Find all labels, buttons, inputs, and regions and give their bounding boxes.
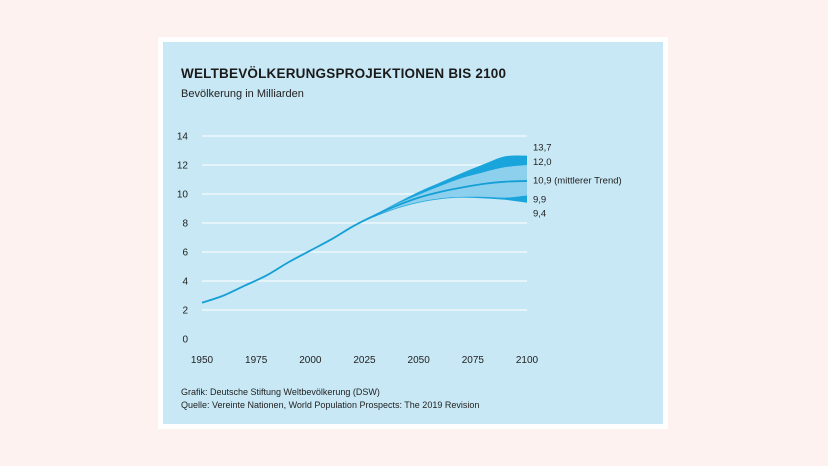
y-tick-label-12: 12 [177, 161, 189, 172]
chart-panel: WELTBEVÖLKERUNGSPROJEKTIONEN BIS 2100 Be… [163, 42, 663, 424]
x-tick-label-2000: 2000 [299, 355, 322, 366]
x-axis-ticks: 1950 1975 2000 2025 2050 2075 2100 [191, 355, 539, 366]
footer-grafik: Grafik: Deutsche Stiftung Weltbevölkerun… [181, 387, 380, 397]
end-label-lower80: 9,9 [533, 195, 546, 206]
y-tick-label-14: 14 [177, 132, 189, 143]
chart-frame: WELTBEVÖLKERUNGSPROJEKTIONEN BIS 2100 Be… [158, 37, 668, 429]
end-label-lower95: 9,4 [533, 208, 546, 219]
end-label-upper80: 12,0 [533, 157, 552, 168]
line-median-trend [201, 180, 528, 304]
end-labels: 13,7 12,0 10,9 (mittlerer Trend) 9,9 9,4 [533, 142, 622, 219]
x-tick-label-2025: 2025 [353, 355, 376, 366]
y-tick-label-6: 6 [182, 248, 188, 259]
y-tick-label-2: 2 [182, 306, 188, 317]
y-tick-label-8: 8 [182, 219, 188, 230]
x-tick-label-1950: 1950 [191, 355, 214, 366]
projection-bands [353, 155, 527, 226]
x-tick-label-2050: 2050 [408, 355, 431, 366]
band-80 [353, 165, 527, 226]
end-label-median: 10,9 (mittlerer Trend) [533, 176, 622, 187]
y-tick-label-4: 4 [182, 277, 188, 288]
y-tick-label-10: 10 [177, 190, 189, 201]
y-tick-label-0: 0 [182, 335, 188, 346]
x-tick-label-1975: 1975 [245, 355, 268, 366]
chart-footer: Grafik: Deutsche Stiftung Weltbevölkerun… [181, 386, 479, 411]
grid-lines [202, 135, 527, 311]
series-lines [201, 180, 528, 304]
x-tick-label-2075: 2075 [462, 355, 485, 366]
end-label-upper95: 13,7 [533, 142, 552, 153]
x-tick-label-2100: 2100 [516, 355, 539, 366]
chart-title: WELTBEVÖLKERUNGSPROJEKTIONEN BIS 2100 [181, 66, 507, 81]
y-axis-ticks: 0 2 4 6 8 10 12 14 [177, 132, 189, 346]
chart-subtitle: Bevölkerung in Milliarden [181, 88, 304, 100]
population-chart: 0 2 4 6 8 10 12 14 1950 1975 2000 2025 2050 2075 2100… [177, 132, 622, 367]
footer-quelle: Quelle: Vereinte Nationen, World Populat… [181, 399, 480, 410]
